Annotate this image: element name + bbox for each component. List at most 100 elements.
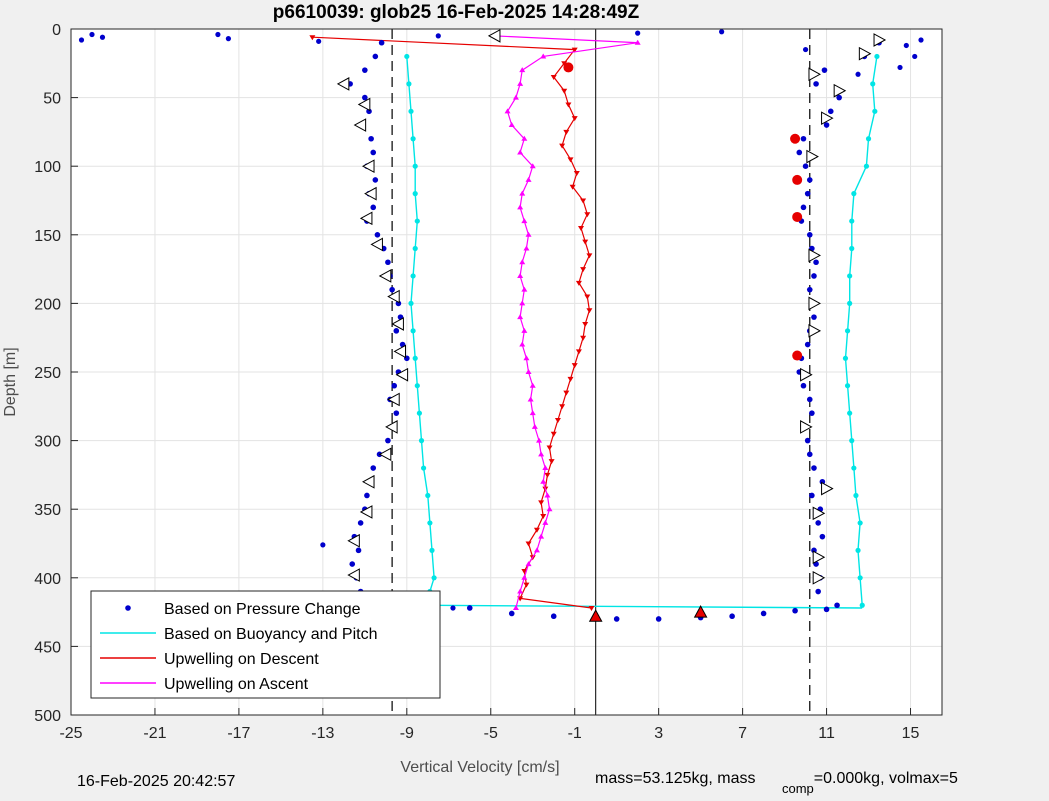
open-triangle-right-marker bbox=[808, 248, 822, 263]
pressure-change-outlier bbox=[912, 53, 918, 60]
y-tick-label-8: 400 bbox=[34, 571, 61, 588]
pressure-change-point bbox=[378, 39, 385, 46]
pressure-change-point bbox=[366, 108, 372, 115]
footer-timestamp: 16-Feb-2025 20:42:57 bbox=[77, 773, 236, 790]
x-tick-labels: -25 -21 -17 -13 -9 -5 -1 3 7 11 15 bbox=[59, 708, 920, 742]
upwelling-descent-point bbox=[584, 212, 591, 218]
buoyancy-pitch-point bbox=[855, 547, 861, 553]
open-triangle-left-marker bbox=[378, 447, 392, 462]
red-triangle-up-marker bbox=[693, 605, 708, 618]
upwelling-descent-point bbox=[584, 294, 591, 300]
upwelling-ascent-point bbox=[517, 588, 524, 594]
upwelling-descent-point bbox=[309, 35, 316, 41]
pressure-change-point bbox=[811, 314, 817, 320]
pressure-change-point bbox=[393, 328, 400, 334]
buoyancy-pitch-point bbox=[863, 163, 870, 169]
upwelling-descent-point bbox=[580, 335, 587, 341]
pressure-change-point bbox=[804, 437, 811, 444]
upwelling-ascent-point bbox=[529, 410, 536, 416]
open-triangle-right-marker bbox=[858, 46, 872, 61]
data-series bbox=[78, 29, 924, 622]
y-tick-label-2: 100 bbox=[34, 159, 61, 176]
upwelling-ascent-point bbox=[529, 382, 536, 388]
chart-title: p6610039: glob25 16-Feb-2025 14:28:49Z bbox=[273, 2, 640, 23]
buoyancy-pitch-point bbox=[872, 108, 878, 114]
open-triangle-right-marker bbox=[808, 296, 822, 311]
buoyancy-pitch-point bbox=[851, 191, 857, 197]
pressure-change-outlier bbox=[78, 37, 85, 43]
upwelling-ascent-point bbox=[523, 355, 530, 361]
y-tick-label-9: 450 bbox=[34, 639, 61, 656]
buoyancy-pitch-point bbox=[849, 245, 855, 252]
y-tick-label-6: 300 bbox=[34, 434, 61, 451]
x-tick-label-1: -21 bbox=[143, 725, 166, 742]
upwelling-ascent-point bbox=[542, 465, 549, 471]
upwelling-ascent-point bbox=[540, 53, 547, 59]
pressure-change-point bbox=[811, 547, 817, 554]
legend[interactable]: Based on Pressure Change Based on Buoyanc… bbox=[90, 590, 441, 699]
pressure-change-point bbox=[391, 382, 398, 389]
upwelling-ascent-point bbox=[517, 204, 524, 210]
upwelling-descent-point bbox=[550, 431, 557, 437]
upwelling-ascent-point bbox=[519, 341, 526, 347]
upwelling-ascent-point bbox=[519, 67, 526, 73]
open-triangle-right-marker bbox=[812, 506, 826, 521]
x-tick-label-6: -1 bbox=[568, 725, 582, 742]
pressure-change-point bbox=[385, 437, 391, 444]
upwelling-ascent-point bbox=[525, 231, 532, 237]
pressure-change-point bbox=[806, 451, 813, 458]
upwelling-descent-point bbox=[567, 157, 574, 163]
pressure-change-point bbox=[806, 177, 813, 183]
open-triangle-left-marker bbox=[487, 29, 501, 43]
pressure-change-point bbox=[815, 520, 821, 526]
pressure-change-point bbox=[357, 520, 364, 526]
upwelling-descent-point bbox=[586, 308, 593, 314]
buoyancy-pitch-point bbox=[849, 218, 855, 224]
buoyancy-pitch-point bbox=[414, 383, 420, 389]
legend-swatch-0 bbox=[125, 605, 131, 611]
y-tick-labels: 0 50 100 150 200 250 300 350 400 450 500 bbox=[34, 22, 78, 725]
legend-label-1: Based on Buoyancy and Pitch bbox=[164, 626, 377, 643]
pressure-change-outlier bbox=[897, 64, 903, 71]
open-triangle-left-marker bbox=[393, 344, 407, 359]
upwelling-descent-point bbox=[573, 171, 580, 177]
pressure-change-point bbox=[372, 53, 379, 60]
buoyancy-pitch-point bbox=[847, 300, 853, 306]
pressure-change-point bbox=[393, 410, 400, 416]
buoyancy-pitch-point bbox=[429, 547, 435, 553]
buoyancy-pitch-point bbox=[425, 492, 431, 499]
pressure-change-outlier bbox=[918, 37, 924, 43]
upwelling-ascent-point bbox=[517, 314, 524, 320]
buoyancy-pitch-point bbox=[870, 81, 876, 87]
pressure-change-point bbox=[823, 606, 830, 613]
upwelling-descent-point bbox=[567, 376, 574, 382]
red-circle-marker bbox=[792, 350, 803, 361]
pressure-change-outlier bbox=[855, 71, 861, 77]
pressure-change-point bbox=[800, 135, 807, 142]
upwelling-ascent-point bbox=[544, 492, 551, 498]
upwelling-descent-point bbox=[563, 129, 570, 135]
pressure-change-outlier bbox=[99, 34, 106, 40]
upwelling-descent-point bbox=[582, 321, 589, 327]
upwelling-descent-point bbox=[580, 198, 587, 204]
upwelling-descent-point bbox=[538, 500, 545, 506]
comp-text: =0.000kg, volmax=5 bbox=[813, 770, 958, 787]
upwelling-ascent-point bbox=[542, 519, 549, 525]
pressure-change-point bbox=[729, 613, 735, 620]
upwelling-ascent-point bbox=[531, 423, 538, 429]
upwelling-ascent-point bbox=[538, 451, 545, 457]
buoyancy-pitch-bottom-line bbox=[413, 604, 863, 609]
open-triangle-left-marker bbox=[370, 237, 383, 252]
pressure-change-point bbox=[804, 190, 811, 197]
pressure-change-point bbox=[374, 232, 381, 238]
pressure-change-outlier bbox=[635, 30, 641, 36]
red-circle-marker bbox=[792, 211, 803, 222]
pressure-change-outlier bbox=[802, 46, 809, 53]
open-triangle-left-marker bbox=[359, 505, 373, 519]
pressure-change-point bbox=[802, 163, 809, 169]
buoyancy-pitch-point bbox=[849, 438, 855, 444]
open-triangle-left-marker bbox=[361, 474, 375, 489]
buoyancy-pitch-point bbox=[857, 520, 863, 526]
comp-subscript: comp bbox=[781, 781, 814, 797]
